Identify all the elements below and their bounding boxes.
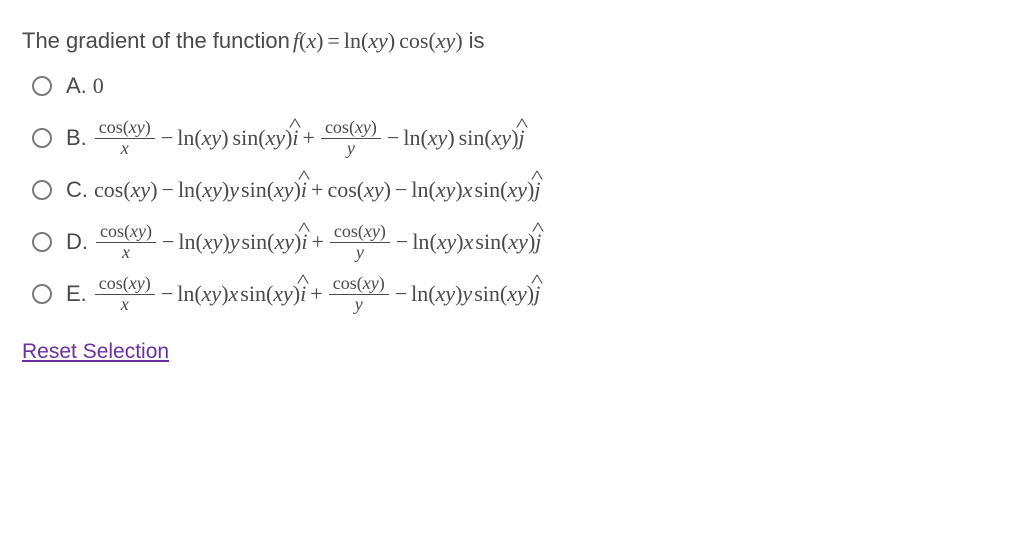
reset-selection-link[interactable]: Reset Selection [22,340,169,364]
j-hat-icon: j [534,281,540,307]
option-e[interactable]: E. cos(xy) x − ln(xy) x sin(xy) i + cos(… [32,272,1008,316]
fraction: cos(xy) x [96,222,156,263]
radio-b[interactable] [32,128,52,148]
fraction: cos(xy) x [95,274,155,315]
option-b[interactable]: B. cos(xy) x − ln(xy) sin(xy) i + cos(xy… [32,116,1008,160]
question-text: The gradient of the function f ( x ) = l… [22,28,1008,54]
radio-a[interactable] [32,76,52,96]
i-hat-icon: i [301,177,307,203]
question-suffix: is [469,28,485,54]
i-hat-icon: i [301,229,307,255]
option-e-label: E. cos(xy) x − ln(xy) x sin(xy) i + cos(… [66,274,540,315]
i-hat-icon: i [300,281,306,307]
radio-c[interactable] [32,180,52,200]
options-group: A. 0 B. cos(xy) x − ln(xy) sin(xy) i + c… [22,60,1008,320]
option-a[interactable]: A. 0 [32,64,1008,108]
fraction: cos(xy) y [321,118,381,159]
option-c-label: C. cos(xy) − ln(xy) y sin(xy) i + cos(xy… [66,177,540,203]
option-a-label: A. 0 [66,73,104,99]
option-d-label: D. cos(xy) x − ln(xy) y sin(xy) i + cos(… [66,222,541,263]
option-d[interactable]: D. cos(xy) x − ln(xy) y sin(xy) i + cos(… [32,220,1008,264]
j-hat-icon: j [535,229,541,255]
fraction: cos(xy) x [95,118,155,159]
option-b-label: B. cos(xy) x − ln(xy) sin(xy) i + cos(xy… [66,118,525,159]
radio-d[interactable] [32,232,52,252]
option-c[interactable]: C. cos(xy) − ln(xy) y sin(xy) i + cos(xy… [32,168,1008,212]
j-hat-icon: j [534,177,540,203]
radio-e[interactable] [32,284,52,304]
question-prefix: The gradient of the function [22,28,290,54]
j-hat-icon: j [519,125,525,151]
i-hat-icon: i [292,125,298,151]
fraction: cos(xy) y [329,274,389,315]
fraction: cos(xy) y [330,222,390,263]
